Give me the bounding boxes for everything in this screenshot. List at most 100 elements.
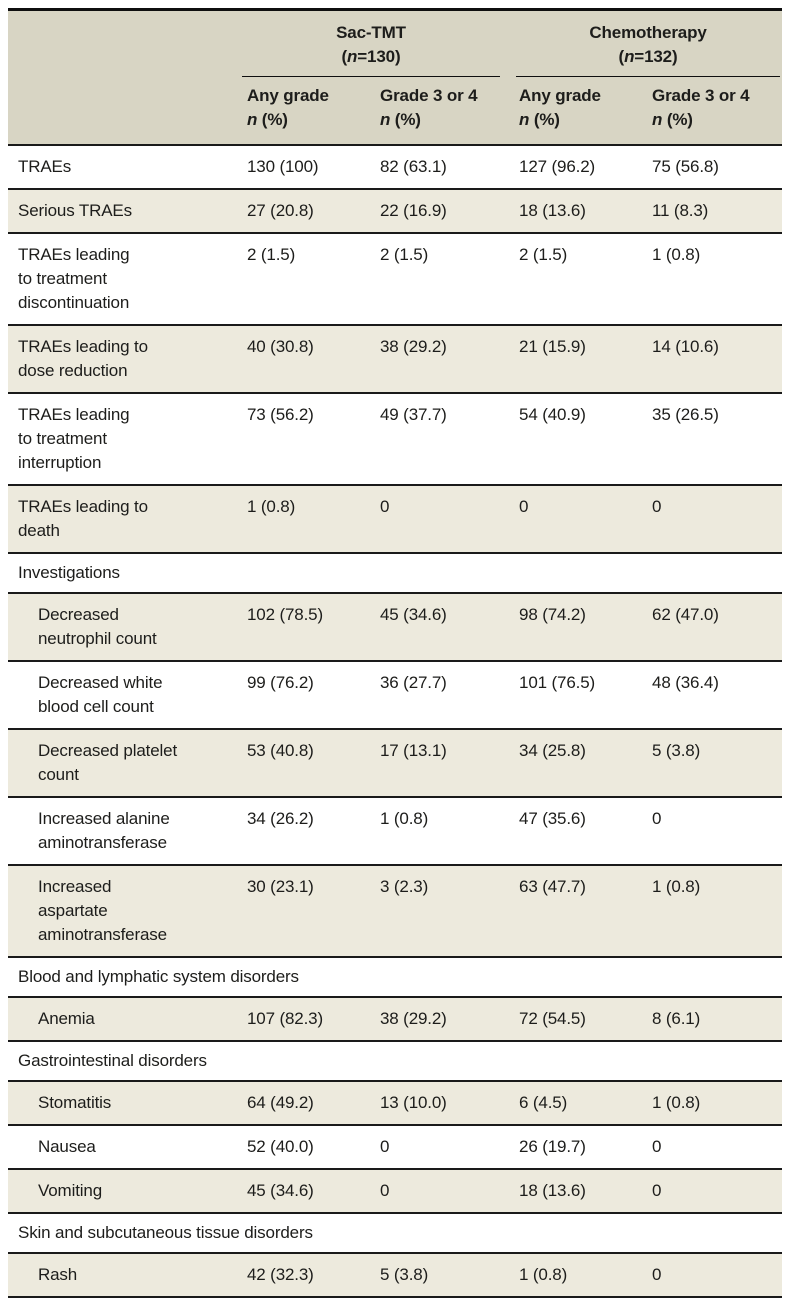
section-row: Investigations [8, 553, 783, 593]
cell-value: 1 (0.8) [652, 245, 701, 264]
table-row: Decreased platelet count 53 (40.8) 17 (13.… [8, 729, 783, 797]
cell-value: 11 (8.3) [652, 201, 709, 220]
cell-value: 1 (0.8) [380, 809, 429, 828]
row-label: Vomiting [38, 1181, 103, 1200]
cell-value: 40 (30.8) [247, 337, 314, 356]
table-row: TRAEs leading to death 1 (0.8) 0 0 0 [8, 485, 783, 553]
group-title: Chemotherapy [589, 23, 707, 42]
group-chemotherapy-inner: Chemotherapy (n=132) [516, 21, 781, 77]
empty-header-cell [8, 9, 240, 77]
cell-value: 0 [652, 1181, 662, 1200]
cell-value: 1 (0.8) [247, 497, 296, 516]
cell-value: 73 (56.2) [247, 405, 314, 424]
adverse-events-table: Sac-TMT (n=130) Chemotherapy (n=132) Any… [8, 8, 783, 1298]
cell-value: 82 (63.1) [380, 157, 447, 176]
cell-value: 34 (25.8) [519, 741, 586, 760]
table-row: Increased aspartate aminotransferase 30 (… [8, 865, 783, 957]
column-header-sac-grade34: Grade 3 or 4 n (%) [373, 77, 513, 146]
row-label: Serious TRAEs [18, 201, 132, 220]
table-row: Decreased neutrophil count 102 (78.5) 45 (… [8, 593, 783, 661]
row-label: Stomatitis [38, 1093, 112, 1112]
cell-value: 36 (27.7) [380, 673, 447, 692]
cell-value: 2 (1.5) [519, 245, 568, 264]
row-label: Increased alanine aminotransferase [38, 809, 170, 852]
column-header-sac-any-grade: Any grade n (%) [240, 77, 373, 146]
cell-value: 42 (32.3) [247, 1265, 314, 1284]
cell-value: 47 (35.6) [519, 809, 586, 828]
row-label: Decreased platelet count [38, 741, 178, 784]
group-title: Sac-TMT [336, 23, 406, 42]
row-label: Anemia [38, 1009, 95, 1028]
cell-value: 1 (0.8) [519, 1265, 568, 1284]
cell-value: 75 (56.8) [652, 157, 719, 176]
table-row: Rash 42 (32.3) 5 (3.8) 1 (0.8) 0 [8, 1253, 783, 1297]
table-body: TRAEs 130 (100) 82 (63.1) 127 (96.2) 75 (56.… [8, 145, 783, 1297]
cell-value: 30 (23.1) [247, 877, 314, 896]
row-label: Decreased neutrophil count [38, 605, 157, 648]
row-label: TRAEs leading to death [18, 497, 148, 540]
cell-value: 38 (29.2) [380, 1009, 447, 1028]
cell-value: 13 (10.0) [380, 1093, 447, 1112]
cell-value: 130 (100) [247, 157, 319, 176]
cell-value: 2 (1.5) [247, 245, 296, 264]
row-label: TRAEs [18, 157, 72, 176]
table-row: Serious TRAEs 27 (20.8) 22 (16.9) 18 (13.6)… [8, 189, 783, 233]
cell-value: 64 (49.2) [247, 1093, 314, 1112]
group-header-row: Sac-TMT (n=130) Chemotherapy (n=132) [8, 9, 783, 77]
cell-value: 6 (4.5) [519, 1093, 568, 1112]
cell-value: 0 [380, 497, 390, 516]
row-label: TRAEs leading to treatment interruption [18, 405, 130, 472]
cell-value: 0 [519, 497, 529, 516]
cell-value: 52 (40.0) [247, 1137, 314, 1156]
table-row: Decreased white blood cell count 99 (76.2… [8, 661, 783, 729]
cell-value: 45 (34.6) [247, 1181, 314, 1200]
row-label: Decreased white blood cell count [38, 673, 163, 716]
group-header-chemotherapy: Chemotherapy (n=132) [512, 9, 783, 77]
cell-value: 107 (82.3) [247, 1009, 323, 1028]
row-label: Nausea [38, 1137, 96, 1156]
section-row: Skin and subcutaneous tissue disorders [8, 1213, 783, 1253]
cell-value: 27 (20.8) [247, 201, 314, 220]
cell-value: 8 (6.1) [652, 1009, 701, 1028]
cell-value: 5 (3.8) [380, 1265, 429, 1284]
cell-value: 0 [652, 809, 662, 828]
cell-value: 18 (13.6) [519, 201, 586, 220]
cell-value: 22 (16.9) [380, 201, 447, 220]
cell-value: 48 (36.4) [652, 673, 719, 692]
cell-value: 1 (0.8) [652, 877, 701, 896]
cell-value: 54 (40.9) [519, 405, 586, 424]
cell-value: 98 (74.2) [519, 605, 586, 624]
cell-value: 53 (40.8) [247, 741, 314, 760]
table-row: Nausea 52 (40.0) 0 26 (19.7) 0 [8, 1125, 783, 1169]
table-row: Increased alanine aminotransferase 34 (26… [8, 797, 783, 865]
cell-value: 49 (37.7) [380, 405, 447, 424]
group-n: (n=130) [341, 47, 401, 66]
section-label: Gastrointestinal disorders [18, 1051, 207, 1070]
cell-value: 1 (0.8) [652, 1093, 701, 1112]
cell-value: 2 (1.5) [380, 245, 429, 264]
cell-value: 127 (96.2) [519, 157, 596, 176]
table-row: Anemia 107 (82.3) 38 (29.2) 72 (54.5) 8 (6.1… [8, 997, 783, 1041]
table-row: Stomatitis 64 (49.2) 13 (10.0) 6 (4.5) 1 (0.… [8, 1081, 783, 1125]
cell-value: 102 (78.5) [247, 605, 323, 624]
cell-value: 0 [652, 1265, 662, 1284]
empty-header-cell [8, 77, 240, 146]
group-sac-tmt-inner: Sac-TMT (n=130) [242, 21, 501, 77]
section-row: Gastrointestinal disorders [8, 1041, 783, 1081]
cell-value: 35 (26.5) [652, 405, 719, 424]
cell-value: 3 (2.3) [380, 877, 429, 896]
group-n: (n=132) [618, 47, 678, 66]
cell-value: 72 (54.5) [519, 1009, 586, 1028]
row-label: TRAEs leading to dose reduction [18, 337, 148, 380]
cell-value: 0 [380, 1137, 390, 1156]
table-row: TRAEs leading to treatment discontinuati… [8, 233, 783, 325]
table-header: Sac-TMT (n=130) Chemotherapy (n=132) Any… [8, 9, 783, 146]
cell-value: 0 [652, 497, 662, 516]
section-label: Skin and subcutaneous tissue disorders [18, 1223, 313, 1242]
cell-value: 18 (13.6) [519, 1181, 586, 1200]
cell-value: 17 (13.1) [380, 741, 447, 760]
column-header-chemo-any-grade: Any grade n (%) [512, 77, 646, 146]
table-row: TRAEs 130 (100) 82 (63.1) 127 (96.2) 75 (56.… [8, 145, 783, 189]
cell-value: 0 [652, 1137, 662, 1156]
